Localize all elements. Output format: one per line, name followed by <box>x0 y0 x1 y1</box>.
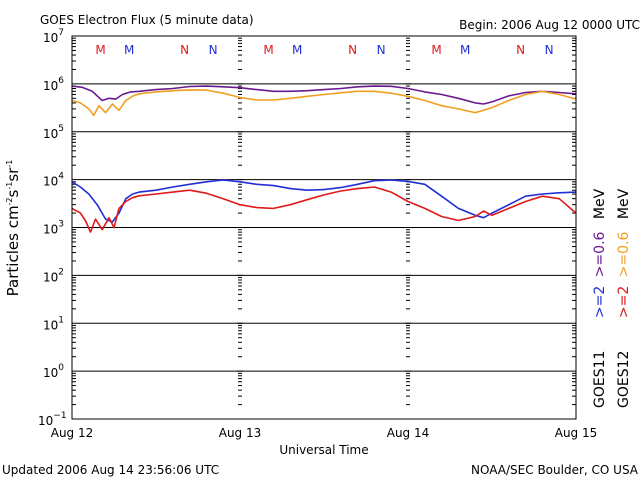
series-lines <box>71 85 577 233</box>
y-tick-label: 106 <box>43 76 64 93</box>
marker-n: N <box>209 43 218 57</box>
legend-goes11-label: GOES11 <box>592 351 608 408</box>
legend-goes12: GOES12 >=2 >=0.6 MeV <box>616 188 632 408</box>
chart-title: GOES Electron Flux (5 minute data) <box>40 13 254 27</box>
y-tick-label: 104 <box>43 172 64 189</box>
marker-n: N <box>516 43 525 57</box>
legend-goes12-unit: MeV <box>616 188 632 219</box>
marker-m: M <box>460 43 470 57</box>
plot-grid <box>72 83 576 372</box>
legend-goes11-unit: MeV <box>592 188 608 219</box>
y-tick-label: 10−1 <box>38 411 67 428</box>
legend-goes11-ge2: >=2 <box>592 286 608 318</box>
marker-n: N <box>377 43 386 57</box>
svg-text:GOES11 >=2 >=0.6: GOES11 >=2 >=0.6 MeV <box>592 188 608 408</box>
marker-m: M <box>431 43 441 57</box>
credit-text: NOAA/SEC Boulder, CO USA <box>471 463 639 477</box>
legend-goes11-ge06: >=0.6 <box>592 231 608 277</box>
day-tick-marks <box>72 37 576 420</box>
legend-goes12-ge2: >=2 <box>616 286 632 318</box>
marker-m: M <box>292 43 302 57</box>
marker-n: N <box>180 43 189 57</box>
x-axis-label: Universal Time <box>279 443 368 457</box>
x-tick-labels: Aug 12 Aug 13 Aug 14 Aug 15 <box>51 426 598 440</box>
series-line-1 <box>71 89 577 117</box>
x-tick-label: Aug 15 <box>555 426 598 440</box>
marker-n: N <box>348 43 357 57</box>
y-tick-label: 103 <box>43 220 64 237</box>
series-line-0 <box>71 85 577 105</box>
updated-time: Updated 2006 Aug 14 23:56:06 UTC <box>2 463 219 477</box>
begin-time: Begin: 2006 Aug 12 0000 UTC <box>459 18 640 32</box>
legend-goes12-label: GOES12 <box>616 351 632 408</box>
y-tick-label: 102 <box>43 267 64 284</box>
marker-n: N <box>545 43 554 57</box>
marker-m: M <box>263 43 273 57</box>
series-line-2 <box>71 179 577 223</box>
legend-goes11: GOES11 >=2 >=0.6 MeV <box>592 188 608 408</box>
y-tick-label: 100 <box>43 363 64 380</box>
x-tick-label: Aug 14 <box>387 426 430 440</box>
x-tick-label: Aug 13 <box>219 426 262 440</box>
x-tick-label: Aug 12 <box>51 426 94 440</box>
y-tick-label: 107 <box>43 28 64 45</box>
svg-text:GOES12 >=2 >=0.6: GOES12 >=2 >=0.6 MeV <box>616 188 632 408</box>
y-tick-label: 105 <box>43 124 64 141</box>
marker-m: M <box>95 43 105 57</box>
series-line-3 <box>71 186 577 233</box>
marker-m: M <box>124 43 134 57</box>
y-axis-label: Particles cm-2s-1sr-1 <box>4 160 22 297</box>
y-tick-label: 101 <box>43 315 64 332</box>
y-tick-labels: 107 106 105 104 103 102 101 100 10−1 <box>38 28 67 428</box>
legend-goes12-ge06: >=0.6 <box>616 231 632 277</box>
plot-frame <box>71 35 577 420</box>
